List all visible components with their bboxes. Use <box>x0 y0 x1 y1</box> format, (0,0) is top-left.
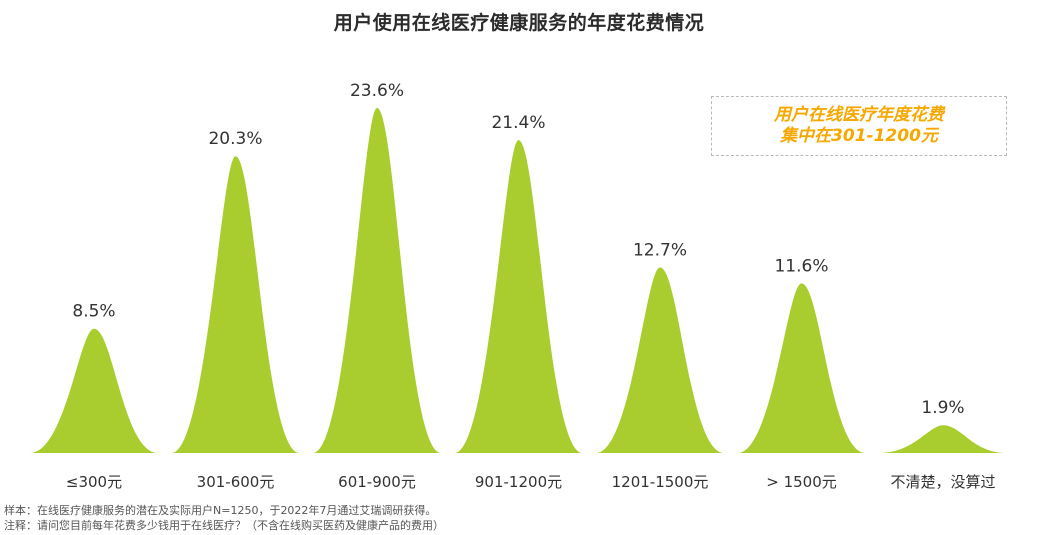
category-label-3: 901-1200元 <box>475 473 562 491</box>
value-label-3: 21.4% <box>491 113 545 133</box>
category-label-6: 不清楚，没算过 <box>890 473 995 491</box>
category-label-0: ≤300元 <box>66 473 122 491</box>
bar-3 <box>454 140 583 453</box>
footnote-sample: 样本：在线医疗健康服务的潜在及实际用户N=1250，于2022年7月通过艾瑞调研… <box>4 504 437 517</box>
category-label-5: > 1500元 <box>766 473 837 491</box>
bars-layer <box>30 108 1007 454</box>
category-label-4: 1201-1500元 <box>612 473 709 491</box>
value-label-0: 8.5% <box>72 302 115 322</box>
value-label-1: 20.3% <box>208 129 262 149</box>
callout-box: 用户在线医疗年度花费 集中在301-1200元 <box>711 96 1007 156</box>
bar-4 <box>596 267 724 453</box>
value-label-2: 23.6% <box>350 81 404 101</box>
bar-1 <box>171 156 300 454</box>
bar-2 <box>313 108 441 453</box>
value-label-5: 11.6% <box>774 256 828 276</box>
value-label-6: 1.9% <box>921 398 964 418</box>
bar-0 <box>30 328 158 453</box>
value-labels-layer: 8.5% 20.3% 23.6% 21.4% 12.7% 11.6% 1.9% <box>72 81 964 418</box>
callout-line-2: 集中在301-1200元 <box>780 126 938 146</box>
chart-title: 用户使用在线医疗健康服务的年度花费情况 <box>333 12 705 34</box>
category-label-1: 301-600元 <box>197 473 275 491</box>
category-labels-layer: ≤300元 301-600元 601-900元 901-1200元 1201-1500元… <box>66 473 996 491</box>
bar-5 <box>737 283 866 453</box>
callout-line-1: 用户在线医疗年度花费 <box>774 105 944 125</box>
category-label-2: 601-900元 <box>338 473 416 491</box>
value-label-4: 12.7% <box>633 240 687 260</box>
footnote-note: 注释：请问您目前每年花费多少钱用于在线医疗？（不含在线购买医药及健康产品的费用） <box>4 519 444 532</box>
bar-6 <box>879 425 1007 453</box>
